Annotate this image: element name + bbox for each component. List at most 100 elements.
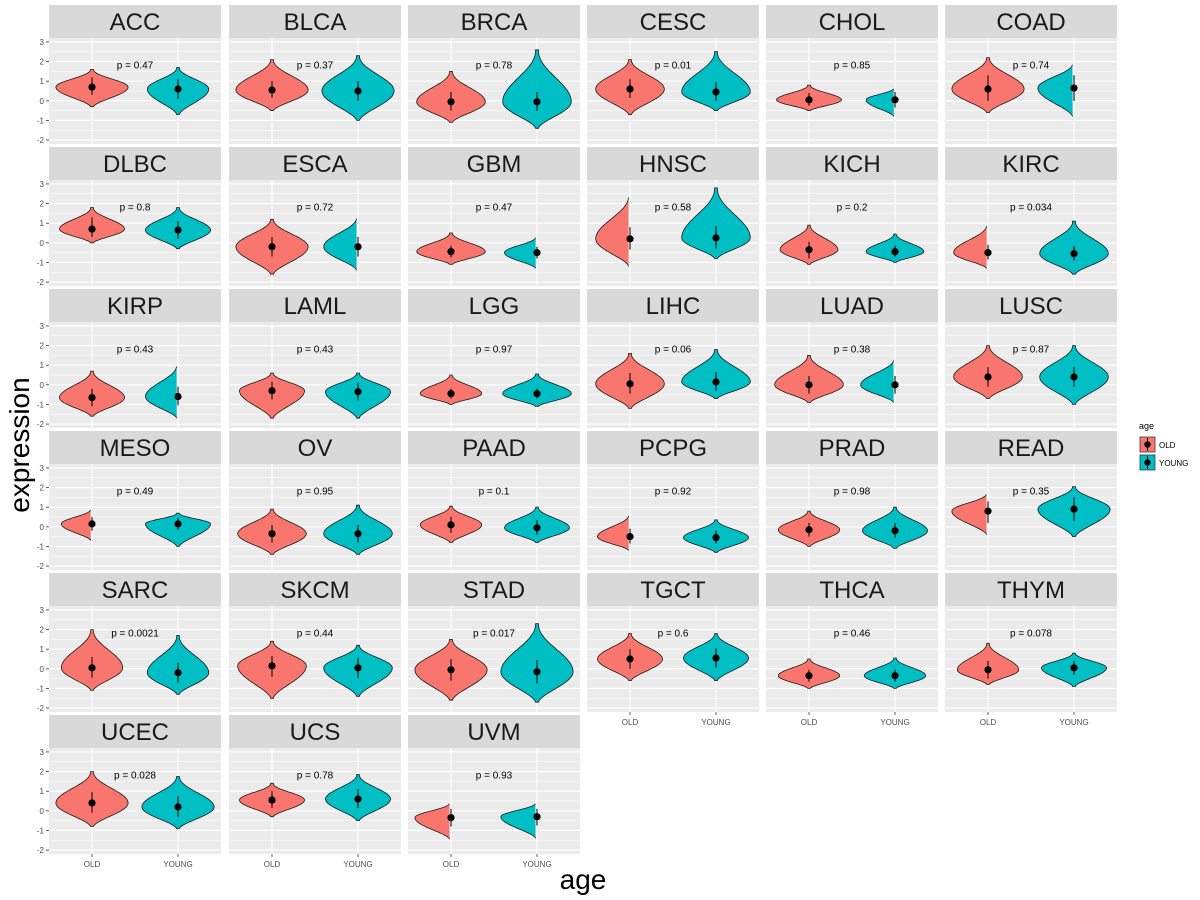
median-point-old — [805, 672, 813, 680]
facet-strip — [49, 289, 221, 322]
facet-panels: ACC p = 0.47 3 2 1 0 -1 -2 BLCA p = 0.37 BRCA p = 0… — [37, 5, 1117, 869]
p-value-label: p = 0.44 — [297, 628, 334, 639]
facet-panel: THCA p = 0.46 OLD YOUNG — [766, 573, 938, 727]
p-value-label: p = 0.49 — [117, 486, 154, 497]
y-tick-label: 0 — [40, 239, 45, 248]
median-point-old — [268, 662, 276, 670]
facet-strip — [49, 5, 221, 38]
median-point-old — [984, 249, 992, 257]
facet-strip-label: HNSC — [639, 151, 707, 178]
median-point-young — [1070, 373, 1078, 381]
facet-panel: ESCA p = 0.72 — [229, 147, 401, 286]
facet-panel: LAML p = 0.43 — [229, 289, 401, 428]
median-point-young — [174, 392, 182, 401]
y-tick-label: -2 — [37, 136, 45, 145]
facet-panel: KIRC p = 0.034 — [945, 147, 1117, 286]
p-value-label: p = 0.47 — [117, 60, 154, 71]
violin-old — [595, 197, 629, 267]
facet-strip-label: BRCA — [461, 9, 528, 36]
y-tick-label: -1 — [37, 542, 45, 551]
y-tick-label: 1 — [40, 645, 45, 654]
y-tick-label: 3 — [40, 38, 45, 47]
median-point-old — [626, 533, 634, 541]
p-value-label: p = 0.43 — [297, 344, 334, 355]
violin-young — [323, 218, 357, 271]
y-tick-label: 1 — [40, 361, 45, 370]
median-point-old — [447, 98, 455, 106]
y-axis-title: expression — [4, 377, 35, 512]
facet-strip-label: ACC — [110, 9, 161, 36]
facet-strip — [229, 289, 401, 322]
x-tick-label: YOUNG — [163, 860, 192, 869]
facet-strip — [945, 431, 1117, 464]
facet-strip-label: LAML — [284, 293, 347, 320]
facet-strip — [229, 5, 401, 38]
facet-strip — [49, 715, 221, 748]
facet-panel: LIHC p = 0.06 — [587, 289, 759, 428]
x-tick-label: OLD — [622, 718, 639, 727]
y-tick-label: -2 — [37, 278, 45, 287]
facet-panel: KICH p = 0.2 — [766, 147, 938, 286]
p-value-label: p = 0.6 — [658, 628, 689, 639]
legend-label: YOUNG — [1159, 459, 1188, 468]
median-point-old — [626, 655, 634, 663]
facet-strip — [587, 289, 759, 322]
median-point-old — [984, 373, 992, 381]
median-point-young — [712, 234, 720, 242]
median-point-young — [1070, 250, 1078, 258]
p-value-label: p = 0.078 — [1010, 628, 1052, 639]
facet-strip-label: KIRP — [107, 293, 163, 320]
y-tick-label: 3 — [40, 748, 45, 757]
y-tick-label: -1 — [37, 116, 45, 125]
violin-young — [860, 360, 894, 403]
facet-strip-label: PCPG — [639, 435, 707, 462]
facet-strip — [229, 431, 401, 464]
median-point-young — [354, 530, 362, 538]
facet-strip — [408, 715, 580, 748]
facet-strip — [408, 289, 580, 322]
facet-strip — [766, 289, 938, 322]
median-point-young — [1070, 505, 1078, 513]
median-point-young — [712, 378, 720, 386]
facet-strip-label: COAD — [996, 9, 1065, 36]
violin-young — [681, 187, 751, 259]
legend: age OLD YOUNG — [1139, 421, 1188, 471]
median-point-old — [447, 814, 455, 822]
y-tick-label: -2 — [37, 704, 45, 713]
legend-entry: OLD — [1139, 436, 1176, 453]
facet-strip-label: LUSC — [999, 293, 1063, 320]
p-value-label: p = 0.38 — [834, 344, 871, 355]
facet-strip-label: KIRC — [1002, 151, 1059, 178]
facet-panel: LUSC p = 0.87 — [945, 289, 1117, 428]
median-point-old — [447, 390, 455, 398]
facet-strip — [408, 5, 580, 38]
y-tick-label: 2 — [40, 58, 45, 67]
y-tick-label: 3 — [40, 322, 45, 331]
facet-panel: LGG p = 0.97 — [408, 289, 580, 428]
x-tick-label: OLD — [801, 718, 818, 727]
x-axis-title: age — [560, 864, 607, 895]
violin-old — [951, 494, 987, 535]
facet-strip — [766, 431, 938, 464]
facet-panel: STAD p = 0.017 — [408, 573, 580, 712]
facet-strip-label: THCA — [819, 577, 884, 604]
y-tick-label: -1 — [37, 684, 45, 693]
median-point-old — [805, 96, 813, 104]
p-value-label: p = 0.97 — [476, 344, 513, 355]
median-point-old — [88, 83, 96, 91]
facet-strip-label: PAAD — [462, 435, 526, 462]
facet-strip-label: CHOL — [819, 9, 886, 36]
facet-panel: COAD p = 0.74 — [945, 5, 1117, 144]
violin-young — [681, 51, 751, 111]
p-value-label: p = 0.0021 — [111, 628, 159, 639]
median-point-old — [268, 387, 276, 395]
p-value-label: p = 0.98 — [834, 486, 871, 497]
x-tick-label: YOUNG — [880, 718, 909, 727]
facet-strip-label: CESC — [640, 9, 707, 36]
p-value-label: p = 0.034 — [1010, 202, 1052, 213]
facet-strip — [229, 573, 401, 606]
y-tick-label: -1 — [37, 826, 45, 835]
facet-strip — [587, 431, 759, 464]
p-value-label: p = 0.8 — [120, 202, 151, 213]
legend-swatch-point — [1144, 459, 1151, 466]
